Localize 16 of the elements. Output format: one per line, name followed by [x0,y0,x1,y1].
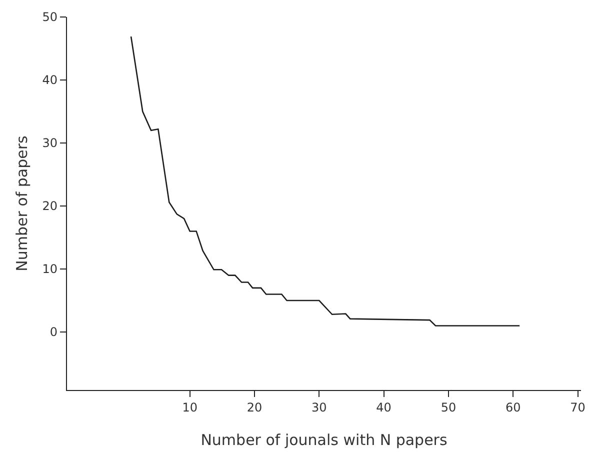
x-tick-label: 30 [312,400,327,414]
y-axis-title: Number of papers [12,135,31,272]
x-tick-label: 10 [182,400,198,414]
y-tick-label: 30 [42,136,58,150]
y-tick-label: 20 [42,199,58,214]
x-tick-label: 20 [246,400,262,414]
y-tick-label: 0 [50,325,58,340]
y-tick-label: 10 [42,262,58,276]
x-tick-label: 60 [505,400,521,414]
x-axis-title: Number of jounals with N papers [200,431,448,450]
y-tick-label: 40 [42,73,58,88]
y-tick-label: 50 [42,10,58,24]
x-tick-label: 70 [570,400,586,414]
line-series [130,36,520,326]
x-tick-label: 50 [440,400,456,414]
x-tick-label: 40 [376,400,392,414]
